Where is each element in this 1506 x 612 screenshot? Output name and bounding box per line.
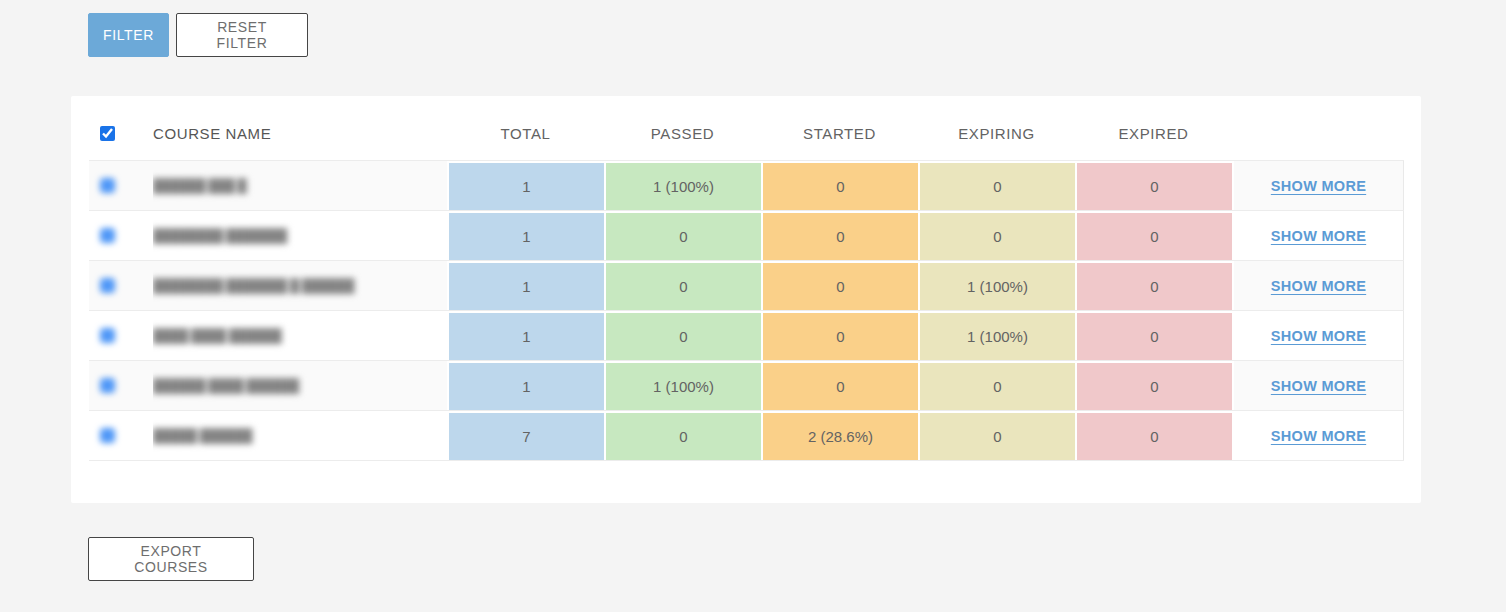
course-name-cell: ████████ ███████ █ ██████ — [153, 261, 447, 310]
table-row: ████ ████ ██████ 1 0 0 1 (100%) 0 SHOW M… — [89, 310, 1404, 360]
show-more-cell: SHOW MORE — [1232, 211, 1404, 260]
course-name-redacted: █████ ██████ — [153, 428, 252, 443]
column-header-actions — [1232, 96, 1404, 160]
table-row: ████████ ███████ █ ██████ 1 0 0 1 (100%)… — [89, 260, 1404, 310]
total-cell: 1 — [447, 311, 604, 360]
show-more-link[interactable]: SHOW MORE — [1271, 278, 1366, 294]
table-body: ██████ ███ █ 1 1 (100%) 0 0 0 SHOW MORE … — [89, 160, 1404, 461]
column-header-course-name: COURSE NAME — [153, 96, 447, 160]
started-cell: 2 (28.6%) — [761, 411, 918, 460]
passed-cell: 0 — [604, 311, 761, 360]
show-more-link[interactable]: SHOW MORE — [1271, 228, 1366, 244]
expiring-cell: 1 (100%) — [918, 311, 1075, 360]
select-all-checkbox[interactable] — [100, 126, 115, 141]
course-name-cell: ████████ ███████ — [153, 211, 447, 260]
column-header-started: STARTED — [761, 96, 918, 160]
courses-table: COURSE NAME TOTAL PASSED STARTED EXPIRIN… — [89, 96, 1404, 461]
started-cell: 0 — [761, 161, 918, 210]
row-checkbox-cell — [89, 311, 153, 360]
total-cell: 1 — [447, 161, 604, 210]
row-checkbox[interactable] — [100, 378, 115, 393]
total-cell: 7 — [447, 411, 604, 460]
passed-cell: 1 (100%) — [604, 361, 761, 410]
started-cell: 0 — [761, 261, 918, 310]
table-row: █████ ██████ 7 0 2 (28.6%) 0 0 SHOW MORE — [89, 410, 1404, 460]
passed-cell: 1 (100%) — [604, 161, 761, 210]
course-name-cell: ████ ████ ██████ — [153, 311, 447, 360]
show-more-cell: SHOW MORE — [1232, 361, 1404, 410]
expiring-cell: 0 — [918, 161, 1075, 210]
started-cell: 0 — [761, 361, 918, 410]
table-row: ████████ ███████ 1 0 0 0 0 SHOW MORE — [89, 210, 1404, 260]
total-cell: 1 — [447, 211, 604, 260]
row-checkbox[interactable] — [100, 178, 115, 193]
row-checkbox[interactable] — [100, 228, 115, 243]
column-header-total: TOTAL — [447, 96, 604, 160]
courses-table-card: COURSE NAME TOTAL PASSED STARTED EXPIRIN… — [71, 96, 1421, 503]
course-name-redacted: ██████ ████ ██████ — [153, 378, 299, 393]
passed-cell: 0 — [604, 411, 761, 460]
show-more-link[interactable]: SHOW MORE — [1271, 428, 1366, 444]
select-all-cell — [89, 96, 153, 160]
expiring-cell: 0 — [918, 411, 1075, 460]
column-header-passed: PASSED — [604, 96, 761, 160]
course-name-redacted: ████ ████ ██████ — [153, 328, 281, 343]
row-checkbox-cell — [89, 161, 153, 210]
show-more-link[interactable]: SHOW MORE — [1271, 378, 1366, 394]
filter-button[interactable]: FILTER — [88, 13, 169, 57]
column-header-expired: EXPIRED — [1075, 96, 1232, 160]
show-more-link[interactable]: SHOW MORE — [1271, 328, 1366, 344]
column-header-expiring: EXPIRING — [918, 96, 1075, 160]
show-more-cell: SHOW MORE — [1232, 311, 1404, 360]
expired-cell: 0 — [1075, 211, 1232, 260]
show-more-cell: SHOW MORE — [1232, 411, 1404, 460]
expired-cell: 0 — [1075, 261, 1232, 310]
course-name-redacted: ██████ ███ █ — [153, 178, 246, 193]
total-cell: 1 — [447, 261, 604, 310]
passed-cell: 0 — [604, 211, 761, 260]
course-name-redacted: ████████ ███████ — [153, 228, 287, 243]
table-header-row: COURSE NAME TOTAL PASSED STARTED EXPIRIN… — [89, 96, 1404, 160]
export-courses-button[interactable]: EXPORT COURSES — [88, 537, 254, 581]
row-checkbox-cell — [89, 211, 153, 260]
expired-cell: 0 — [1075, 311, 1232, 360]
course-name-cell: ██████ ████ ██████ — [153, 361, 447, 410]
filter-toolbar: FILTER RESET FILTER — [88, 13, 308, 57]
row-checkbox-cell — [89, 361, 153, 410]
show-more-cell: SHOW MORE — [1232, 161, 1404, 210]
course-name-cell: ██████ ███ █ — [153, 161, 447, 210]
expired-cell: 0 — [1075, 361, 1232, 410]
started-cell: 0 — [761, 211, 918, 260]
row-checkbox[interactable] — [100, 278, 115, 293]
show-more-cell: SHOW MORE — [1232, 261, 1404, 310]
passed-cell: 0 — [604, 261, 761, 310]
expired-cell: 0 — [1075, 161, 1232, 210]
course-name-redacted: ████████ ███████ █ ██████ — [153, 278, 354, 293]
reset-filter-button[interactable]: RESET FILTER — [176, 13, 308, 57]
total-cell: 1 — [447, 361, 604, 410]
started-cell: 0 — [761, 311, 918, 360]
row-checkbox[interactable] — [100, 328, 115, 343]
expiring-cell: 1 (100%) — [918, 261, 1075, 310]
table-row: ██████ ███ █ 1 1 (100%) 0 0 0 SHOW MORE — [89, 160, 1404, 210]
row-checkbox-cell — [89, 411, 153, 460]
table-row: ██████ ████ ██████ 1 1 (100%) 0 0 0 SHOW… — [89, 360, 1404, 410]
show-more-link[interactable]: SHOW MORE — [1271, 178, 1366, 194]
course-name-cell: █████ ██████ — [153, 411, 447, 460]
row-checkbox-cell — [89, 261, 153, 310]
expiring-cell: 0 — [918, 211, 1075, 260]
row-checkbox[interactable] — [100, 428, 115, 443]
expired-cell: 0 — [1075, 411, 1232, 460]
expiring-cell: 0 — [918, 361, 1075, 410]
